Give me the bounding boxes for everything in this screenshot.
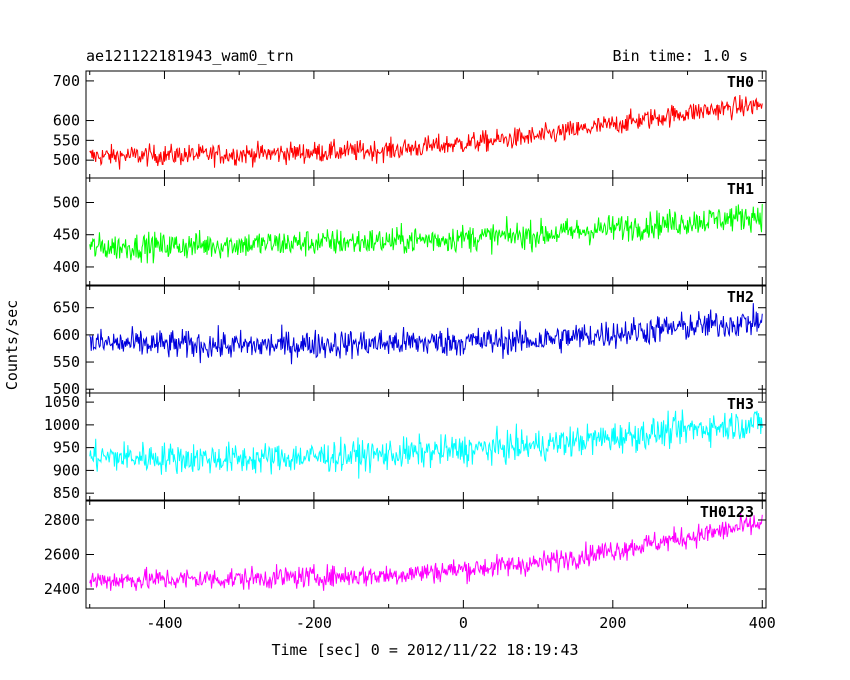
y-tick-label: 850 — [53, 484, 80, 502]
y-tick-label: 1050 — [44, 393, 80, 411]
y-tick-label: 900 — [53, 461, 80, 479]
panel-label: TH0123 — [700, 503, 754, 521]
y-tick-label: 500 — [53, 151, 80, 169]
panel-label: TH0 — [727, 73, 754, 91]
y-tick-label: 500 — [53, 380, 80, 398]
chart-title: ae121122181943_wam0_trn — [86, 47, 294, 65]
y-tick-label: 550 — [53, 353, 80, 371]
panel-th2: 500 550 600 650 TH2 — [53, 285, 767, 398]
series-th2 — [89, 303, 763, 365]
panel-frame — [85, 392, 767, 501]
y-tick-label: 650 — [53, 299, 80, 317]
panel-label: TH1 — [727, 180, 754, 198]
y-tick-label: 2800 — [44, 511, 80, 529]
series-th0 — [89, 95, 763, 170]
panel-th1: 400 450 500 TH1 — [53, 177, 767, 286]
panel-th3: 850 900 950 1000 1050 TH3 — [44, 392, 767, 502]
y-tick-label: 600 — [53, 112, 80, 130]
y-tick-label: 550 — [53, 131, 80, 149]
panel-th0123: 2400 2600 2800 TH0123 — [44, 500, 767, 609]
panel-label: TH3 — [727, 395, 754, 413]
x-tick-label: -200 — [296, 614, 332, 632]
panel-frame — [85, 177, 767, 286]
y-tick-label: 2600 — [44, 546, 80, 564]
y-tick-label: 2400 — [44, 580, 80, 598]
series-th1 — [89, 203, 763, 264]
series-th3 — [89, 409, 763, 479]
x-tick-label: 200 — [599, 614, 626, 632]
y-tick-label: 1000 — [44, 416, 80, 434]
y-tick-label: 400 — [53, 258, 80, 276]
y-tick-label: 950 — [53, 439, 80, 457]
y-tick-label: 450 — [53, 226, 80, 244]
panel-frame — [85, 500, 767, 609]
y-tick-label: 700 — [53, 72, 80, 90]
x-tick-label: -400 — [146, 614, 182, 632]
y-tick-label: 500 — [53, 193, 80, 211]
y-axis-label: Counts/sec — [3, 300, 21, 390]
x-axis-label: Time [sec] 0 = 2012/11/22 18:19:43 — [271, 641, 578, 659]
x-tick-label: 400 — [749, 614, 776, 632]
bin-time-label: Bin time: 1.0 s — [613, 47, 748, 65]
panel-label: TH2 — [727, 288, 754, 306]
series-th0123 — [89, 512, 763, 591]
x-tick-label: 0 — [459, 614, 468, 632]
y-tick-label: 600 — [53, 326, 80, 344]
